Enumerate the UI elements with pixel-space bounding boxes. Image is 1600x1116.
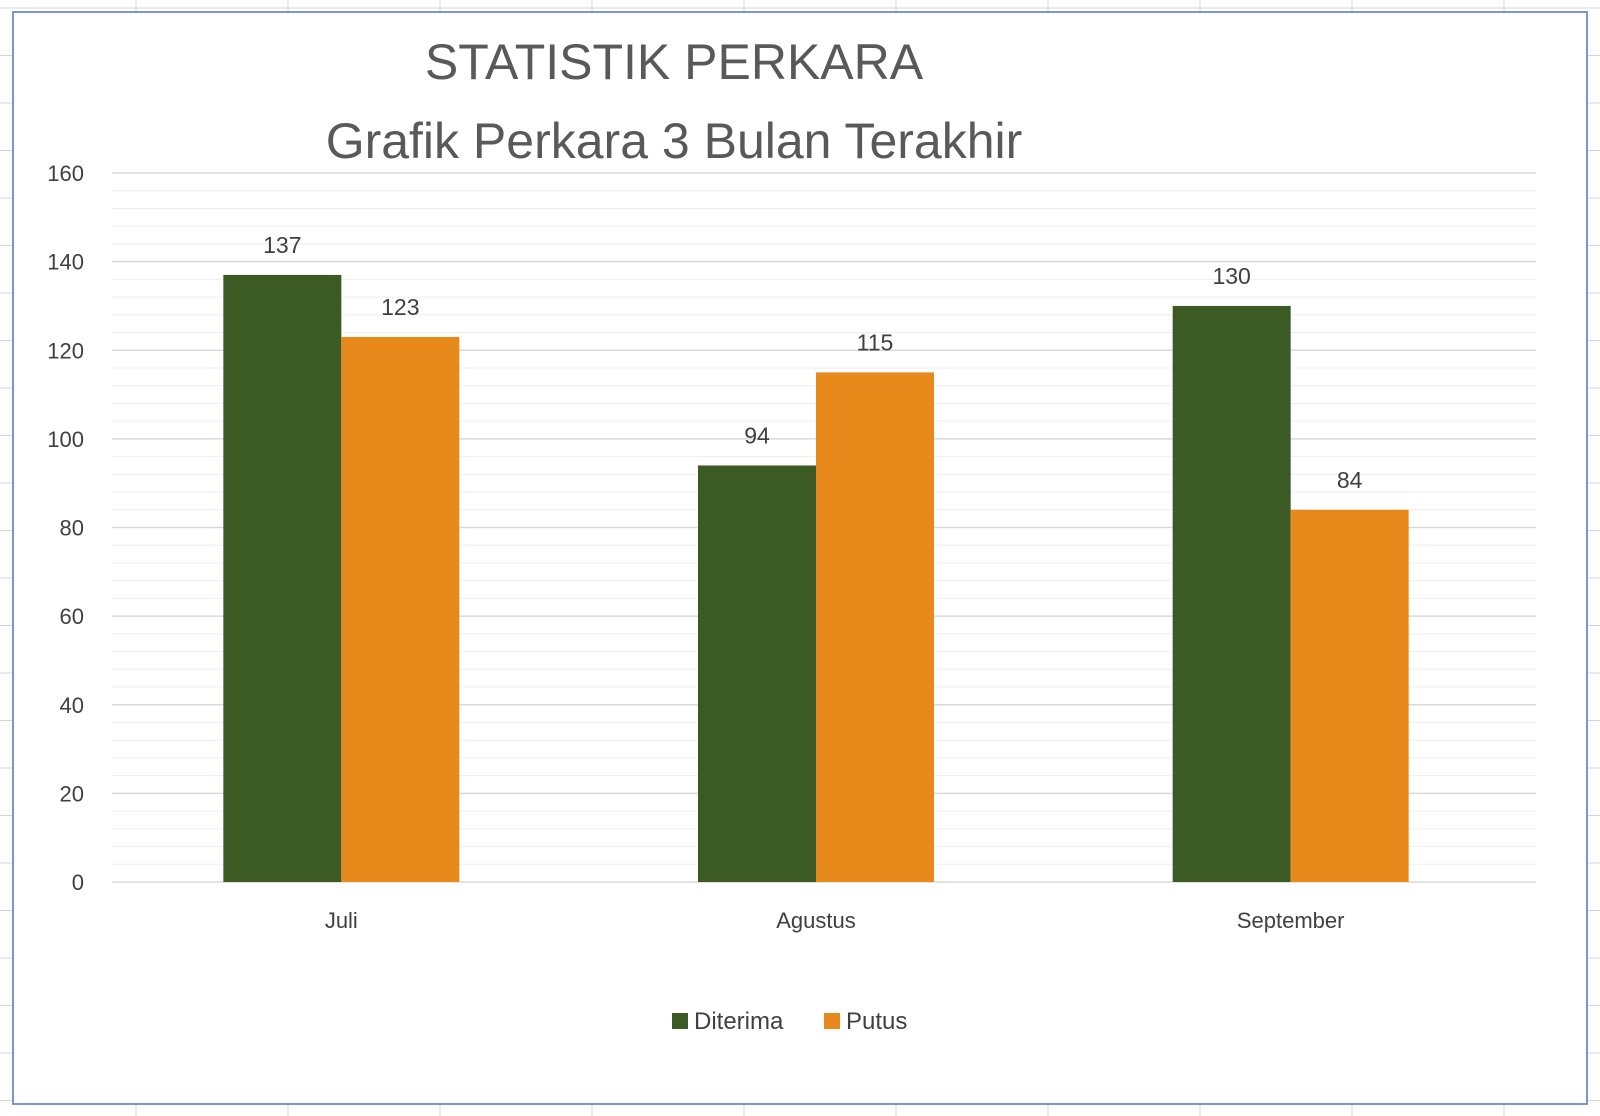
y-axis: 0 20 40 60 80 100 120 140 160 <box>47 161 84 895</box>
y-tick-label: 80 <box>60 516 84 541</box>
bar-diterima-september[interactable] <box>1172 305 1291 882</box>
category-label: Juli <box>325 908 358 933</box>
x-axis: Juli Agustus September <box>325 908 1345 933</box>
y-tick-label: 40 <box>60 693 84 718</box>
data-label: 123 <box>381 294 419 320</box>
bar-putus-september[interactable] <box>1290 509 1409 882</box>
y-tick-label: 140 <box>47 250 84 275</box>
legend: Diterima Putus <box>672 1008 907 1035</box>
bar-putus-juli[interactable] <box>341 336 460 882</box>
data-label: 84 <box>1337 467 1363 493</box>
y-tick-label: 20 <box>60 781 84 806</box>
y-tick-label: 120 <box>47 338 84 363</box>
data-label: 130 <box>1212 263 1250 289</box>
data-label: 115 <box>857 329 894 355</box>
chart-title: STATISTIK PERKARA <box>425 34 924 90</box>
data-label: 137 <box>263 232 301 258</box>
y-tick-label: 0 <box>72 870 84 895</box>
bars <box>223 274 1409 882</box>
category-label: Agustus <box>776 908 856 933</box>
bar-diterima-agustus[interactable] <box>698 465 816 882</box>
category-label: September <box>1237 908 1345 933</box>
y-tick-label: 100 <box>47 427 84 452</box>
legend-swatch <box>672 1013 688 1029</box>
legend-swatch <box>824 1013 840 1029</box>
data-label: 94 <box>744 422 770 448</box>
data-labels: 137 123 94 115 130 84 <box>263 232 1363 493</box>
chart-object[interactable]: 0 20 40 60 80 100 120 140 160 137 123 94 115 130 84 J… <box>12 11 1588 1105</box>
legend-label: Diterima <box>694 1008 784 1035</box>
bar-diterima-juli[interactable] <box>223 274 342 882</box>
y-tick-label: 60 <box>60 604 84 629</box>
bar-putus-agustus[interactable] <box>816 372 934 882</box>
y-tick-label: 160 <box>47 161 84 186</box>
bar-chart: 0 20 40 60 80 100 120 140 160 137 123 94 115 130 84 J… <box>47 34 1536 1035</box>
legend-label: Putus <box>846 1008 907 1035</box>
chart-subtitle: Grafik Perkara 3 Bulan Terakhir <box>326 113 1023 169</box>
